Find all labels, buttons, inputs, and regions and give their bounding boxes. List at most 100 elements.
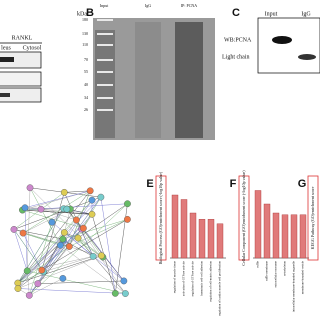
edge xyxy=(76,219,102,256)
edge xyxy=(43,256,94,273)
node xyxy=(59,235,67,243)
node xyxy=(74,234,82,242)
node xyxy=(98,252,105,260)
node xyxy=(10,226,18,233)
axis-label-box xyxy=(155,175,167,261)
column-label: leus xyxy=(1,45,11,51)
bar xyxy=(198,219,206,259)
ladder-band xyxy=(97,97,113,99)
bar xyxy=(254,190,262,259)
edge xyxy=(26,270,30,296)
ladder-band xyxy=(97,44,113,46)
bar xyxy=(272,212,280,259)
node xyxy=(79,224,87,232)
node xyxy=(59,275,67,282)
edge xyxy=(23,232,61,246)
node xyxy=(14,285,22,292)
blot xyxy=(257,17,320,74)
node xyxy=(60,229,68,236)
edge xyxy=(17,270,42,289)
bar xyxy=(216,223,224,259)
bar xyxy=(299,214,307,259)
edge xyxy=(17,200,93,289)
edge xyxy=(64,190,91,193)
bar xyxy=(189,212,197,259)
edge xyxy=(41,214,93,271)
category-label: regulation of cardiac muscle cell prolif… xyxy=(218,261,222,316)
axis-label-box xyxy=(238,175,250,261)
edge xyxy=(17,271,44,284)
ladder-band xyxy=(97,33,113,35)
node xyxy=(97,193,105,201)
category-label: intracellular membrane-bounded organelle xyxy=(292,260,296,312)
node xyxy=(37,205,45,213)
band xyxy=(0,57,14,62)
category-label: regulation of muscle tissue xyxy=(173,260,177,293)
lane-label: IP: PCNA xyxy=(181,3,197,8)
node xyxy=(86,187,94,195)
panel-label: E xyxy=(146,178,153,190)
category-label: regulation of GTPase activity xyxy=(191,261,195,297)
bar xyxy=(207,219,215,259)
ladder-label: 40 xyxy=(84,82,88,87)
blot xyxy=(0,87,42,103)
edge xyxy=(76,219,94,257)
node xyxy=(57,241,64,249)
panel-label: G xyxy=(298,178,307,190)
node xyxy=(48,218,56,226)
node xyxy=(23,267,31,275)
node xyxy=(88,196,96,204)
category-label: ruffle xyxy=(256,260,260,267)
edge xyxy=(22,209,92,215)
category-label: cytoskeleton xyxy=(283,261,287,277)
node xyxy=(60,188,68,196)
bar xyxy=(290,214,298,259)
bar xyxy=(281,214,289,259)
node xyxy=(72,216,80,224)
edge xyxy=(13,229,28,271)
node xyxy=(38,266,46,274)
edge xyxy=(17,228,84,284)
band xyxy=(0,93,10,97)
ladder-band xyxy=(97,84,113,86)
band xyxy=(272,36,292,44)
node xyxy=(65,243,73,250)
category-label: membrane-bounded vesicle xyxy=(301,260,305,294)
edge xyxy=(17,255,102,289)
ladder-band xyxy=(97,19,113,21)
edge xyxy=(29,187,61,246)
edge xyxy=(62,219,128,240)
row-label: Light chain xyxy=(222,54,250,60)
column-label: Cytosol xyxy=(23,45,42,51)
axis-label: Biological Process (GO)enrichment score … xyxy=(158,171,163,264)
panel-label: F xyxy=(230,178,237,190)
band xyxy=(298,54,316,60)
node xyxy=(63,205,71,213)
ladder-label: 34 xyxy=(84,95,88,100)
bar xyxy=(263,203,271,259)
panel-label: C xyxy=(232,7,240,19)
node xyxy=(26,184,34,192)
node xyxy=(19,229,27,237)
lane-label: IgG xyxy=(301,11,311,17)
category-label: extracellular exosome xyxy=(274,260,278,287)
edge xyxy=(29,222,53,296)
edge xyxy=(17,288,126,294)
edge xyxy=(41,219,128,271)
blot xyxy=(0,51,42,69)
lane-label: Input xyxy=(265,11,278,17)
edge xyxy=(29,203,128,296)
edge xyxy=(22,190,91,234)
lane xyxy=(175,22,203,138)
panel-label: B xyxy=(86,7,94,19)
edge xyxy=(13,196,101,230)
bar xyxy=(180,199,188,259)
edge xyxy=(29,278,63,296)
row-label: WB:PCNA xyxy=(224,37,252,43)
edge xyxy=(22,232,42,271)
lane-label: IgG xyxy=(145,3,151,8)
edge xyxy=(27,256,94,272)
axis-label: KEGG Pathway (GO)enrichment score xyxy=(310,186,315,249)
category-label: regulation of cell-matrix adhesion xyxy=(209,261,213,302)
